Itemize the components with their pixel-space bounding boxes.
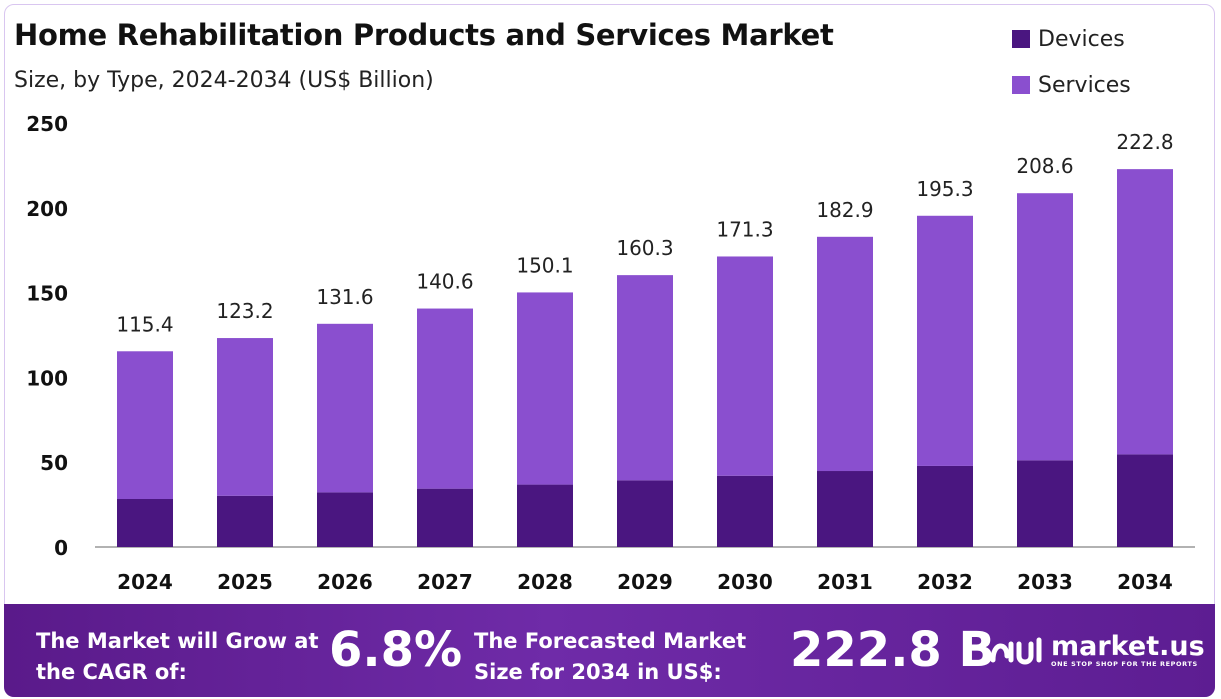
bar-services-2032 xyxy=(917,215,973,466)
bar-devices-2024 xyxy=(117,499,173,547)
bar-devices-2032 xyxy=(917,465,973,547)
brand-logo[interactable]: market.us ONE STOP SHOP FOR THE REPORTS xyxy=(989,631,1205,668)
bar-total-label-2029: 160.3 xyxy=(616,236,673,260)
cagr-label: The Market will Grow at the CAGR of: xyxy=(36,629,319,684)
bar-total-label-2032: 195.3 xyxy=(916,177,973,201)
brand-tagline: ONE STOP SHOP FOR THE REPORTS xyxy=(1051,660,1198,668)
chart-title: Home Rehabilitation Products and Service… xyxy=(14,18,834,52)
y-tick-label: 0 xyxy=(54,536,68,560)
legend-item-devices[interactable]: Devices xyxy=(1012,16,1131,62)
bar-services-2034 xyxy=(1117,169,1173,455)
bar-devices-2030 xyxy=(717,475,773,547)
bar-devices-2029 xyxy=(617,480,673,547)
forecast-label: The Forecasted Market Size for 2034 in U… xyxy=(474,629,747,684)
bar-devices-2028 xyxy=(517,484,573,547)
bar-services-2025 xyxy=(217,338,273,496)
legend-label-devices: Devices xyxy=(1038,26,1125,52)
x-tick-label-2025: 2025 xyxy=(217,570,273,594)
brand-name: market.us xyxy=(1051,631,1205,662)
x-tick-label-2030: 2030 xyxy=(717,570,773,594)
bar-devices-2034 xyxy=(1117,454,1173,547)
bar-total-label-2025: 123.2 xyxy=(216,299,273,323)
bar-total-label-2024: 115.4 xyxy=(116,312,173,336)
legend: Devices Services xyxy=(1012,16,1131,108)
legend-label-services: Services xyxy=(1038,72,1131,98)
x-tick-label-2028: 2028 xyxy=(517,570,573,594)
market-us-logo-icon xyxy=(990,637,1042,665)
bar-total-label-2027: 140.6 xyxy=(416,270,473,294)
x-tick-label-2033: 2033 xyxy=(1017,570,1073,594)
bar-total-label-2028: 150.1 xyxy=(516,253,573,277)
x-tick-label-2024: 2024 xyxy=(117,570,173,594)
footer-banner: The Market will Grow at the CAGR of: 6.8… xyxy=(4,604,1215,697)
bar-services-2030 xyxy=(717,256,773,476)
bar-total-label-2030: 171.3 xyxy=(716,217,773,241)
x-tick-label-2032: 2032 xyxy=(917,570,973,594)
y-tick-label: 100 xyxy=(26,366,68,390)
bar-services-2031 xyxy=(817,236,873,472)
x-tick-label-2029: 2029 xyxy=(617,570,673,594)
bar-devices-2026 xyxy=(317,492,373,547)
y-tick-label: 250 xyxy=(26,112,68,136)
chart-subtitle: Size, by Type, 2024-2034 (US$ Billion) xyxy=(14,68,434,93)
bar-services-2024 xyxy=(117,351,173,500)
legend-swatch-devices xyxy=(1012,30,1030,48)
x-tick-label-2027: 2027 xyxy=(417,570,473,594)
x-tick-label-2034: 2034 xyxy=(1117,570,1173,594)
y-tick-label: 150 xyxy=(26,282,68,306)
y-tick-label: 200 xyxy=(26,197,68,221)
bar-total-label-2031: 182.9 xyxy=(816,198,873,222)
bar-total-label-2033: 208.6 xyxy=(1016,154,1073,178)
bar-devices-2027 xyxy=(417,488,473,547)
bar-devices-2025 xyxy=(217,495,273,547)
legend-swatch-services xyxy=(1012,76,1030,94)
x-tick-label-2026: 2026 xyxy=(317,570,373,594)
x-tick-label-2031: 2031 xyxy=(817,570,873,594)
bar-devices-2031 xyxy=(817,471,873,547)
bar-services-2028 xyxy=(517,292,573,485)
bar-total-label-2034: 222.8 xyxy=(1116,130,1173,154)
bar-services-2026 xyxy=(317,323,373,493)
forecast-value: 222.8 B xyxy=(790,622,996,678)
bar-total-label-2026: 131.6 xyxy=(316,285,373,309)
bar-services-2029 xyxy=(617,275,673,481)
bar-devices-2033 xyxy=(1017,460,1073,547)
cagr-value: 6.8% xyxy=(329,622,463,678)
stacked-bar-chart: 0 50 100 150 200 250 115.4 2024 123.2 2025 131.6 20… xyxy=(26,112,1195,594)
bar-services-2033 xyxy=(1017,193,1073,461)
bar-services-2027 xyxy=(417,308,473,489)
legend-item-services[interactable]: Services xyxy=(1012,62,1131,108)
y-tick-label: 50 xyxy=(40,451,68,475)
